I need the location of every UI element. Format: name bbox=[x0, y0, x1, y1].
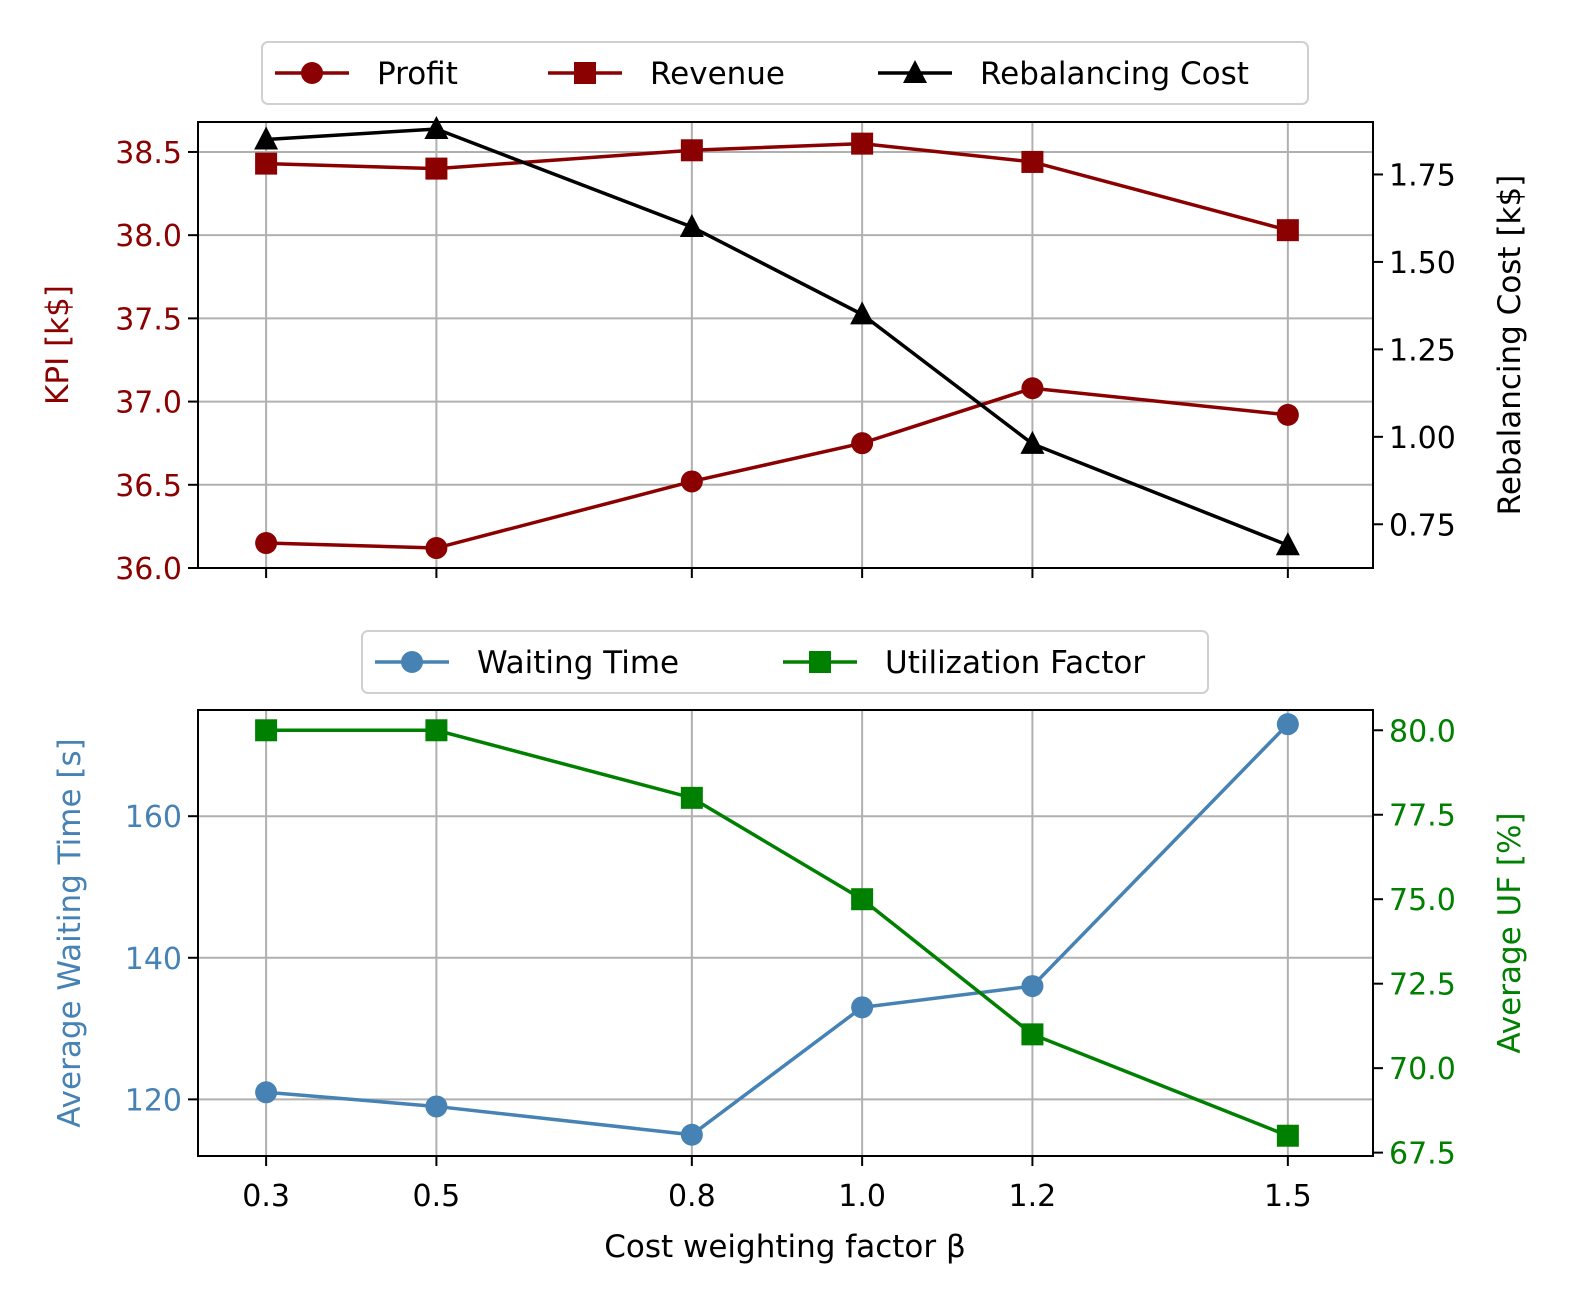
profit-point bbox=[1021, 377, 1044, 400]
waiting-time-line bbox=[265, 722, 1290, 1137]
revenue-point bbox=[425, 157, 448, 180]
profit-point bbox=[1276, 403, 1299, 426]
left-tick-label: 38.5 bbox=[115, 136, 182, 171]
profit-point bbox=[255, 532, 278, 555]
right-tick-label: 72.5 bbox=[1389, 968, 1456, 1003]
top-series bbox=[254, 115, 1300, 560]
x-tick-label: 0.3 bbox=[242, 1179, 290, 1214]
utilization-factor-point bbox=[255, 719, 278, 742]
revenue-legend-marker bbox=[574, 62, 596, 84]
right-tick-label: 1.50 bbox=[1389, 246, 1456, 281]
right-tick-label: 1.25 bbox=[1389, 333, 1456, 368]
revenue-line bbox=[266, 141, 1289, 232]
left-tick-label: 38.0 bbox=[115, 219, 182, 254]
waiting-time-point bbox=[425, 1095, 448, 1118]
waiting-time-point bbox=[1276, 713, 1299, 736]
rebalancing-cost-point bbox=[254, 126, 279, 150]
rebalancing-cost-legend-label: Rebalancing Cost bbox=[980, 56, 1249, 92]
left-tick-label: 160 bbox=[125, 800, 182, 835]
top-left-axis-title: KPI [k$] bbox=[40, 285, 76, 405]
bottom-axes: 0.3 0.5 0.8 1.0 1.2 1.5 120 140 160 67.5 70.0 72.5 7… bbox=[125, 714, 1456, 1214]
waiting-time-legend-label: Waiting Time bbox=[477, 645, 679, 681]
revenue-point bbox=[1021, 150, 1044, 173]
utilization-factor-point bbox=[851, 888, 874, 911]
revenue-point bbox=[255, 152, 278, 175]
rebalancing-cost-point bbox=[850, 301, 875, 325]
waiting-time-point bbox=[680, 1123, 703, 1146]
utilization-factor-legend-marker bbox=[809, 651, 831, 673]
bottom-series bbox=[255, 713, 1299, 1147]
profit-legend-label: Profit bbox=[377, 56, 458, 92]
rebalancing-cost-point bbox=[424, 115, 449, 139]
x-tick-label: 1.5 bbox=[1264, 1179, 1312, 1214]
right-tick-label: 70.0 bbox=[1389, 1052, 1456, 1087]
rebalancing-cost-line bbox=[266, 127, 1289, 547]
right-tick-label: 75.0 bbox=[1389, 883, 1456, 918]
profit-point bbox=[851, 432, 874, 455]
top-plot-frame bbox=[197, 121, 1374, 569]
profit-point bbox=[680, 470, 703, 493]
revenue-point bbox=[1276, 219, 1299, 242]
x-tick-label: 0.8 bbox=[668, 1179, 716, 1214]
left-tick-label: 37.5 bbox=[115, 302, 182, 337]
profit-legend-marker bbox=[301, 62, 323, 84]
utilization-factor-point bbox=[1021, 1023, 1044, 1046]
top-right-axis-title: Rebalancing Cost [k$] bbox=[1492, 175, 1528, 516]
rebalancing-cost-legend-marker bbox=[903, 60, 927, 83]
waiting-time-legend-marker bbox=[401, 651, 423, 673]
rebalancing-cost-point bbox=[679, 213, 704, 237]
right-tick-label: 1.00 bbox=[1389, 421, 1456, 456]
utilization-factor-point bbox=[425, 719, 448, 742]
revenue-point bbox=[851, 132, 874, 155]
x-tick-label: 1.2 bbox=[1009, 1179, 1057, 1214]
left-tick-label: 37.0 bbox=[115, 386, 182, 421]
top-panel: 36.0 36.5 37.0 37.5 38.0 38.5 0.75 1.00 1.25 1.50… bbox=[40, 41, 1528, 587]
revenue-legend-label: Revenue bbox=[650, 56, 785, 92]
profit-line bbox=[266, 386, 1289, 550]
rebalancing-cost-point bbox=[1275, 532, 1300, 556]
left-tick-label: 120 bbox=[125, 1083, 182, 1118]
top-axes: 36.0 36.5 37.0 37.5 38.0 38.5 0.75 1.00 1.25 1.50… bbox=[115, 136, 1456, 587]
x-tick-label: 1.0 bbox=[838, 1179, 886, 1214]
bottom-x-axis-title: Cost weighting factor β bbox=[604, 1229, 966, 1265]
left-tick-label: 36.5 bbox=[115, 469, 182, 504]
utilization-factor-point bbox=[680, 786, 703, 809]
top-grid bbox=[198, 122, 1373, 569]
revenue-point bbox=[680, 139, 703, 162]
waiting-time-point bbox=[255, 1081, 278, 1104]
x-tick-label: 0.5 bbox=[413, 1179, 461, 1214]
top-legend-entries: Profit Revenue Rebalancing Cost bbox=[275, 56, 1249, 92]
left-tick-label: 36.0 bbox=[115, 552, 182, 587]
waiting-time-point bbox=[851, 996, 874, 1019]
utilization-factor-legend-label: Utilization Factor bbox=[885, 645, 1145, 681]
profit-point bbox=[425, 537, 448, 560]
bottom-plot-frame bbox=[197, 709, 1374, 1157]
utilization-factor-line bbox=[266, 728, 1289, 1138]
right-tick-label: 0.75 bbox=[1389, 508, 1456, 543]
utilization-factor-point bbox=[1276, 1124, 1299, 1147]
right-tick-label: 67.5 bbox=[1389, 1137, 1456, 1172]
top-legend: Profit Revenue Rebalancing Cost bbox=[261, 41, 1309, 105]
bottom-grid bbox=[198, 710, 1373, 1156]
rebalancing-cost-point bbox=[1020, 430, 1045, 454]
right-tick-label: 1.75 bbox=[1389, 158, 1456, 193]
bottom-right-axis-title: Average UF [%] bbox=[1492, 812, 1528, 1053]
bottom-left-axis-title: Average Waiting Time [s] bbox=[52, 738, 88, 1127]
left-tick-label: 140 bbox=[125, 942, 182, 977]
bottom-legend-entries: Waiting Time Utilization Factor bbox=[375, 645, 1145, 681]
right-tick-label: 77.5 bbox=[1389, 799, 1456, 834]
waiting-time-point bbox=[1021, 975, 1044, 998]
bottom-legend: Waiting Time Utilization Factor bbox=[361, 630, 1209, 694]
right-tick-label: 80.0 bbox=[1389, 714, 1456, 749]
top-legend-box bbox=[261, 41, 1309, 105]
bottom-panel: 0.3 0.5 0.8 1.0 1.2 1.5 120 140 160 67.5 70.0 72.5 7… bbox=[52, 630, 1528, 1265]
